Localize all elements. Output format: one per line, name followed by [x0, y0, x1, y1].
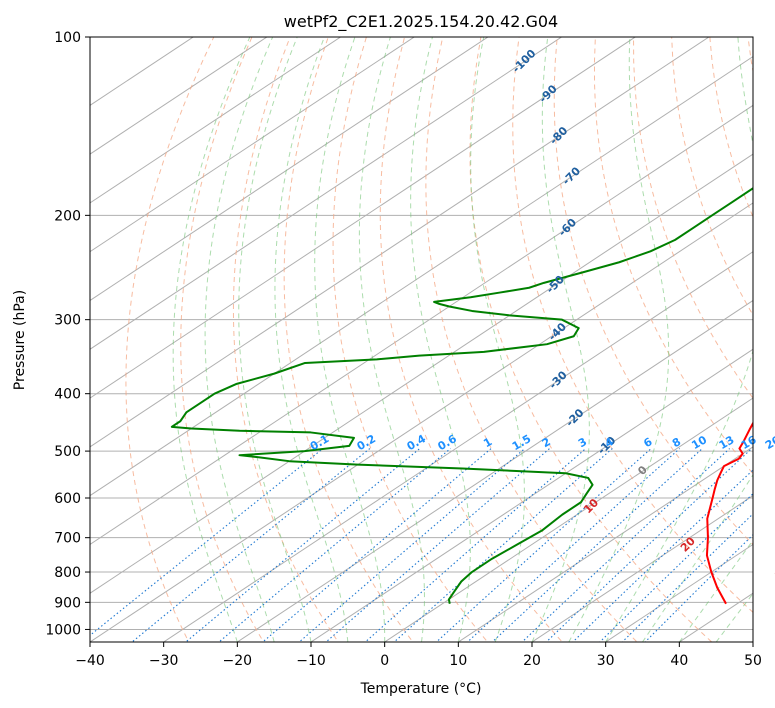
- moist-adiabat: [358, 37, 425, 642]
- x-tick-label: −40: [75, 653, 105, 669]
- dry-adiabat: [125, 37, 215, 642]
- dry-adiabat: [593, 37, 753, 475]
- dry-adiabat: [283, 37, 414, 642]
- isotherm-line: [90, 55, 753, 497]
- dry-adiabat-label: 30: [772, 561, 775, 581]
- y-tick-label: 500: [54, 444, 81, 460]
- dry-adiabat: [469, 37, 713, 642]
- mixing-ratio-line: [218, 448, 451, 642]
- mixing-ratio-line: [466, 448, 681, 642]
- mixing-ratio-line: [491, 448, 703, 642]
- x-tick-label: −30: [149, 653, 179, 669]
- dry-adiabat: [379, 37, 563, 642]
- y-tick-label: 700: [54, 531, 81, 547]
- moist-adiabat: [410, 37, 471, 642]
- moist-adiabat: [238, 37, 312, 642]
- x-tick-label: 20: [523, 653, 541, 669]
- moist-adiabat: [605, 37, 753, 642]
- chart-title: wetPf2_C2E1.2025.154.20.42.G04: [284, 12, 558, 32]
- isotherm-line: [457, 446, 753, 642]
- x-tick-label: −20: [223, 653, 253, 669]
- isotherm-line: [236, 299, 753, 642]
- moist-adiabat: [568, 37, 670, 642]
- isotherm-line: [90, 37, 342, 204]
- isotherm-line: [90, 37, 489, 302]
- x-tick-label: 0: [380, 653, 389, 669]
- dry-adiabat: [332, 37, 489, 642]
- mixing-ratio-line: [325, 448, 550, 642]
- mixing-ratio-line: [364, 448, 587, 642]
- isotherm-line: [383, 397, 753, 642]
- dewpoint-line: [170, 187, 753, 604]
- y-tick-label: 800: [54, 565, 81, 581]
- dry-adiabat: [180, 37, 265, 642]
- isotherm-line: [90, 37, 710, 448]
- y-tick-label: 200: [54, 208, 81, 224]
- isotherm-line: [90, 37, 416, 253]
- background-lines: [90, 37, 753, 642]
- y-tick-label: 400: [54, 387, 81, 403]
- y-tick-label: 900: [54, 595, 81, 611]
- y-tick-label: 1000: [45, 622, 81, 638]
- isotherm-line: [604, 543, 753, 642]
- axes: −40 −30 −20 −10 0 10 20 30 40 50 1000 900 800 700 600 5…: [45, 30, 762, 669]
- isotherm-line: [90, 37, 563, 350]
- isotherm-line: [162, 251, 753, 642]
- plot-frame: [89, 36, 754, 643]
- isotherm-line: [531, 495, 753, 642]
- x-tick-label: −10: [296, 653, 326, 669]
- mixing-ratio-label: 20: [763, 433, 775, 452]
- temperature-line: [705, 421, 753, 605]
- dry-adiabat: [553, 37, 753, 546]
- x-tick-label: 50: [744, 653, 762, 669]
- isotherm-line: [310, 348, 753, 642]
- y-tick-label: 100: [54, 30, 81, 46]
- y-axis-label: Pressure (hPa): [12, 290, 28, 390]
- mixing-ratio-line: [184, 448, 421, 642]
- isotherm-line: [90, 104, 753, 546]
- dry-adiabat: [512, 37, 753, 614]
- data-series: [170, 187, 753, 605]
- dry-adiabat: [232, 37, 339, 642]
- y-tick-label: 600: [54, 491, 81, 507]
- moist-adiabat: [470, 37, 525, 642]
- dry-adiabat: [633, 37, 753, 400]
- x-tick-label: 40: [670, 653, 688, 669]
- mixing-ratio-line: [521, 448, 731, 642]
- mixing-ratio-line: [435, 448, 652, 642]
- x-axis-label: Temperature (°C): [360, 681, 482, 697]
- x-tick-label: 30: [597, 653, 615, 669]
- moist-adiabat: [531, 37, 590, 642]
- x-tick-label: 10: [449, 653, 467, 669]
- moist-adiabat: [204, 37, 275, 642]
- moist-adiabat: [274, 37, 349, 642]
- isotherm-line: [90, 202, 753, 642]
- isotherm-line: [90, 37, 637, 399]
- isotherm-line: [90, 153, 753, 594]
- moist-adiabat: [172, 37, 251, 642]
- isotherm-line: [90, 37, 268, 155]
- mixing-ratio-line: [545, 448, 753, 642]
- y-tick-label: 300: [54, 313, 81, 329]
- mixing-ratio-line: [644, 534, 753, 642]
